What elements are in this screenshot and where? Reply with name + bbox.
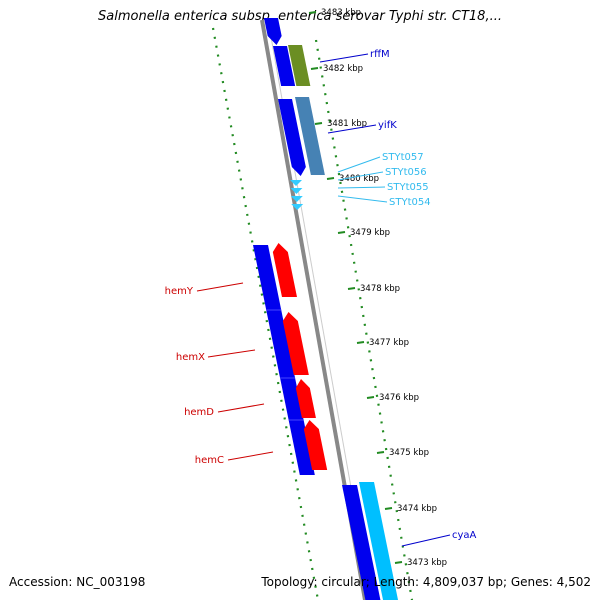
ruler-tick-label: 3482 kbp <box>323 64 363 74</box>
cds-top-forward[interactable] <box>264 18 282 45</box>
label-STYt055-leader <box>337 186 386 189</box>
ruler-tick <box>337 231 346 234</box>
label-STYt056-leader <box>337 171 384 181</box>
gene-hemY[interactable] <box>272 243 297 297</box>
ruler-tick <box>366 396 375 399</box>
topology-summary: Topology: circular; Length: 4,809,037 bp… <box>261 575 591 589</box>
label-hemD-leader <box>217 403 265 413</box>
gene-hemX[interactable] <box>282 312 309 375</box>
ruler-tick <box>376 451 385 454</box>
ruler-tick <box>308 11 317 14</box>
trna-chevron[interactable] <box>290 188 303 194</box>
ruler-lines: 3483 kbp 3482 kbp 3481 kbp 3480 kbp 3479 kbp… <box>211 8 447 600</box>
label-STYt054: STYt054 <box>389 197 431 208</box>
gene-rffM[interactable] <box>288 45 311 86</box>
ruler-tick <box>384 507 393 510</box>
label-hemC: hemC <box>195 455 224 466</box>
trna-chevron[interactable] <box>290 196 303 202</box>
ruler-tick <box>314 122 323 125</box>
cds-hem-forward[interactable] <box>253 245 315 475</box>
gene-hemD[interactable] <box>295 379 316 418</box>
label-STYt057: STYt057 <box>382 152 424 163</box>
trna-chevron[interactable] <box>291 204 304 210</box>
label-STYt056: STYt056 <box>385 167 427 178</box>
gene-yifK[interactable] <box>295 97 325 175</box>
ruler-tick-label: 3478 kbp <box>360 284 400 294</box>
trna-chevron[interactable] <box>290 180 302 186</box>
ruler-tick-label: 3481 kbp <box>327 119 367 129</box>
label-hemC-leader <box>227 451 274 461</box>
ruler-tick-label: 3474 kbp <box>397 504 437 514</box>
ruler-tick-label: 3475 kbp <box>389 448 429 458</box>
cds-bottom-forward[interactable] <box>342 485 381 600</box>
label-hemY: hemY <box>165 286 194 297</box>
ruler-tick-label: 3479 kbp <box>350 228 390 238</box>
ruler-tick <box>310 67 319 70</box>
ruler-tick <box>394 561 403 564</box>
ruler-tick-label: 3473 kbp <box>407 558 447 568</box>
ruler-tick-label: 3477 kbp <box>369 338 409 348</box>
label-yifK-leader <box>327 124 377 134</box>
map-title: Salmonella enterica subsp. enterica sero… <box>98 9 502 24</box>
label-hemD: hemD <box>184 407 214 418</box>
label-cyaA-leader <box>401 534 451 547</box>
feature-track[interactable] <box>253 18 399 600</box>
cds-yifK-forward[interactable] <box>278 99 306 176</box>
ruler-tick <box>356 341 365 344</box>
label-hemX-leader <box>207 349 256 358</box>
accession-label: Accession: NC_003198 <box>9 575 146 589</box>
label-yifK: yifK <box>378 120 397 131</box>
ruler-tick <box>347 287 356 290</box>
label-STYt054-leader <box>337 195 388 203</box>
gene-hemC[interactable] <box>303 420 328 470</box>
cds-rffM-forward[interactable] <box>273 46 296 86</box>
label-STYt057-leader <box>337 156 381 173</box>
label-cyaA: cyaA <box>452 530 477 541</box>
label-hemY-leader <box>196 282 244 292</box>
label-rffM: rffM <box>370 49 390 60</box>
ruler-tick-label: 3480 kbp <box>339 174 379 184</box>
label-STYt055: STYt055 <box>387 182 429 193</box>
label-hemX: hemX <box>176 352 205 363</box>
label-rffM-leader <box>319 53 369 63</box>
ruler-tick <box>326 177 335 180</box>
gene-labels: rffM yifK STYt057 STYt056 STYt055 STYt054 hemY… <box>165 49 477 547</box>
ruler-tick-label: 3483 kbp <box>321 8 361 18</box>
ruler-tick-label: 3476 kbp <box>379 393 419 403</box>
gene-cyaA[interactable] <box>359 482 399 600</box>
